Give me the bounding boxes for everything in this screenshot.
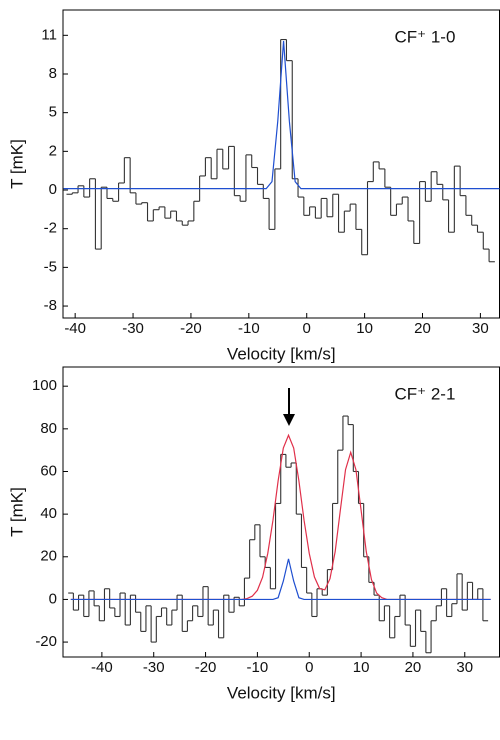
- x-tick-label: -10: [238, 320, 260, 337]
- plot-frame: [62, 366, 500, 658]
- y-tick-label: 5: [49, 104, 57, 121]
- x-tick-label: -40: [64, 320, 86, 337]
- y-tick-label: 8: [49, 65, 57, 82]
- fit-line: [70, 558, 491, 601]
- plot-area: [68, 415, 491, 654]
- x-tick-label: 30: [472, 320, 489, 337]
- x-tick-label: 10: [353, 659, 370, 676]
- y-tick-label: -8: [44, 297, 57, 314]
- y-tick-label: 60: [40, 462, 57, 479]
- x-axis-label: Velocity [km/s]: [227, 344, 336, 363]
- y-tick-label: 0: [49, 590, 57, 607]
- y-tick-label: 100: [32, 377, 57, 394]
- x-tick-label: 20: [405, 659, 422, 676]
- fit-line: [70, 433, 491, 601]
- y-tick-label: 2: [49, 142, 57, 159]
- arrow-head: [283, 414, 295, 426]
- y-tick-label: 80: [40, 420, 57, 437]
- x-tick-label: -20: [180, 320, 202, 337]
- y-axis-label: T [mK]: [7, 487, 26, 537]
- x-tick-label: -30: [143, 659, 165, 676]
- y-tick-label: 20: [40, 548, 57, 565]
- x-tick-label: -40: [91, 659, 113, 676]
- plot-frame: [62, 9, 500, 319]
- x-tick-label: -20: [195, 659, 217, 676]
- y-axis-label: T [mK]: [7, 139, 26, 189]
- x-tick-label: 0: [305, 659, 313, 676]
- x-tick-label: 30: [456, 659, 473, 676]
- x-tick-label: -30: [122, 320, 144, 337]
- fit-line: [63, 40, 500, 190]
- y-tick-label: 0: [49, 181, 57, 198]
- x-tick-label: 20: [414, 320, 431, 337]
- y-tick-label: -20: [35, 633, 57, 650]
- y-tick-label: 40: [40, 505, 57, 522]
- x-tick-label: -10: [247, 659, 269, 676]
- x-tick-label: 0: [303, 320, 311, 337]
- x-tick-label: 10: [356, 320, 373, 337]
- annotation: CF⁺ 1-0: [395, 27, 456, 46]
- annotation: CF⁺ 2-1: [395, 384, 456, 403]
- plot-area: [63, 38, 500, 263]
- x-axis-label: Velocity [km/s]: [227, 683, 336, 702]
- y-tick-label: -2: [44, 220, 57, 237]
- y-tick-label: 11: [41, 26, 57, 43]
- step-connector: [72, 416, 484, 653]
- step-connector: [71, 39, 490, 262]
- y-tick-label: -5: [44, 258, 57, 275]
